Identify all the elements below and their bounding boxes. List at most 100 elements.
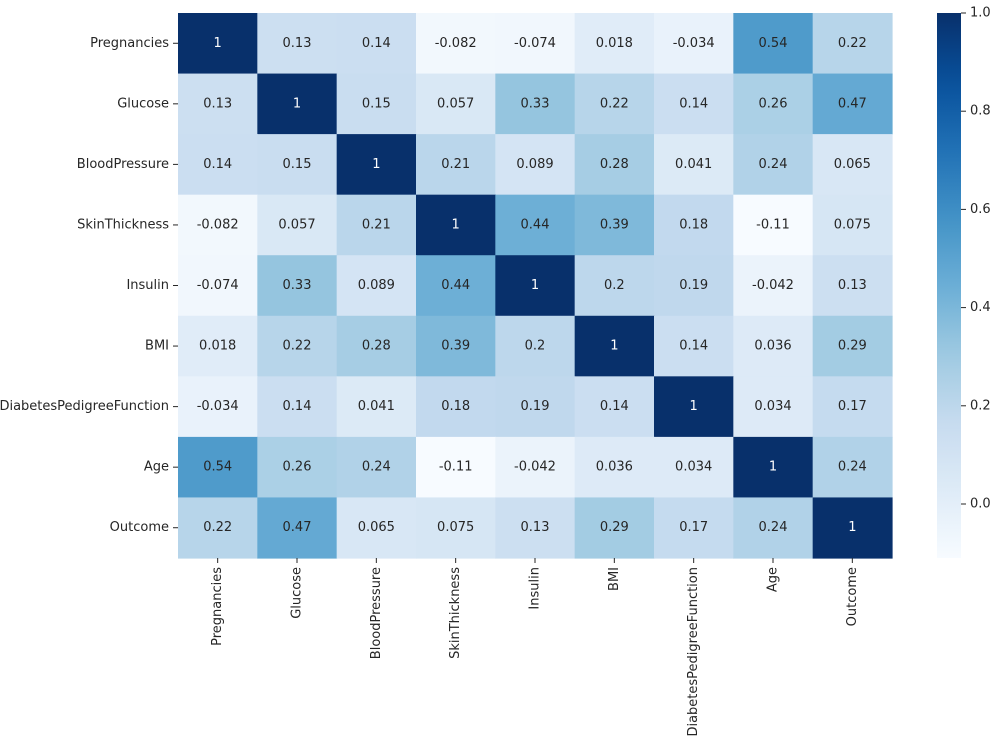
cell-bloodpressure-bloodpressure: [336, 134, 417, 196]
cell-diabetespedigreefunction-diabetespedigreefunction: [654, 376, 734, 438]
cell-label-diabetespedigreefunction-diabetespedigreefunction: 1: [690, 399, 698, 414]
cell-bloodpressure-glucose: [257, 134, 338, 196]
cell-label-insulin-glucose: 0.33: [283, 278, 312, 293]
colorbar-tick-label: 1.0: [970, 6, 991, 21]
cell-label-skinthickness-skinthickness: 1: [452, 217, 460, 232]
cell-label-pregnancies-age: 0.54: [759, 36, 788, 51]
cell-label-glucose-insulin: 0.33: [521, 96, 550, 111]
cell-outcome-outcome: [812, 497, 893, 559]
colorbar-tick-label: 0.4: [970, 300, 991, 315]
cell-label-pregnancies-insulin: -0.074: [514, 36, 556, 51]
cell-skinthickness-pregnancies: [178, 194, 258, 256]
cell-label-skinthickness-bloodpressure: 0.21: [362, 217, 391, 232]
cell-bloodpressure-skinthickness: [416, 134, 496, 196]
cell-label-bloodpressure-outcome: 0.065: [834, 157, 871, 172]
cell-pregnancies-bmi: [574, 13, 655, 75]
heatmap-cells: [178, 13, 893, 559]
cell-label-glucose-diabetespedigreefunction: 0.14: [679, 96, 708, 111]
cell-label-skinthickness-insulin: 0.44: [521, 217, 550, 232]
cell-insulin-outcome: [812, 255, 893, 317]
y-axis: Pregnancies Glucose BloodPressure SkinThick…: [0, 36, 178, 535]
cell-pregnancies-diabetespedigreefunction: [654, 13, 734, 75]
cell-label-age-bmi: 0.036: [596, 460, 633, 475]
cell-bmi-bmi: [574, 315, 655, 377]
cell-outcome-diabetespedigreefunction: [654, 497, 734, 559]
cell-label-age-diabetespedigreefunction: 0.034: [675, 460, 712, 475]
cell-label-insulin-bloodpressure: 0.089: [358, 278, 395, 293]
cell-label-age-bloodpressure: 0.24: [362, 460, 391, 475]
cell-label-diabetespedigreefunction-pregnancies: -0.034: [197, 399, 239, 414]
cell-label-bloodpressure-glucose: 0.15: [283, 157, 312, 172]
cell-diabetespedigreefunction-insulin: [495, 376, 576, 438]
cell-insulin-age: [733, 255, 814, 317]
cell-label-age-glucose: 0.26: [283, 460, 312, 475]
x-tick-label-pregnancies: Pregnancies: [210, 567, 225, 646]
cell-bmi-outcome: [812, 315, 893, 377]
cell-age-bmi: [574, 436, 655, 499]
cell-glucose-age: [733, 73, 814, 135]
cell-outcome-glucose: [257, 497, 338, 559]
cell-label-insulin-pregnancies: -0.074: [197, 278, 239, 293]
cell-skinthickness-glucose: [257, 194, 338, 256]
cell-bmi-age: [733, 315, 814, 377]
cell-label-bmi-skinthickness: 0.39: [441, 339, 470, 354]
cell-outcome-bmi: [574, 497, 655, 559]
cell-outcome-bloodpressure: [336, 497, 417, 559]
colorbar-tick-label: 0.0: [970, 496, 991, 511]
cell-label-pregnancies-bloodpressure: 0.14: [362, 36, 391, 51]
cell-bmi-bloodpressure: [336, 315, 417, 377]
cell-label-pregnancies-skinthickness: -0.082: [435, 36, 477, 51]
cell-age-pregnancies: [178, 436, 258, 499]
cell-label-outcome-skinthickness: 0.075: [437, 520, 474, 535]
cell-pregnancies-insulin: [495, 13, 576, 75]
y-tick-label-insulin: Insulin: [126, 278, 169, 293]
cell-label-glucose-skinthickness: 0.057: [437, 96, 474, 111]
cell-label-bmi-outcome: 0.29: [838, 339, 867, 354]
cell-label-pregnancies-pregnancies: 1: [214, 36, 222, 51]
cell-skinthickness-insulin: [495, 194, 576, 256]
x-tick-label-outcome: Outcome: [845, 567, 860, 626]
x-tick-label-insulin: Insulin: [528, 567, 543, 610]
x-tick-label-diabetespedigreefunction: DiabetesPedigreeFunction: [686, 567, 701, 737]
cell-age-bloodpressure: [336, 436, 417, 499]
cell-skinthickness-age: [733, 194, 814, 256]
cell-label-insulin-age: -0.042: [752, 278, 794, 293]
cell-pregnancies-skinthickness: [416, 13, 496, 75]
cell-insulin-pregnancies: [178, 255, 258, 317]
cell-skinthickness-diabetespedigreefunction: [654, 194, 734, 256]
cell-label-glucose-pregnancies: 0.13: [203, 96, 232, 111]
cell-diabetespedigreefunction-glucose: [257, 376, 338, 438]
cell-label-bloodpressure-diabetespedigreefunction: 0.041: [675, 157, 712, 172]
cell-label-age-outcome: 0.24: [838, 460, 867, 475]
cell-pregnancies-pregnancies: [178, 13, 258, 75]
y-tick-label-pregnancies: Pregnancies: [90, 36, 169, 51]
cell-label-age-insulin: -0.042: [514, 460, 556, 475]
cell-label-age-pregnancies: 0.54: [203, 460, 232, 475]
cell-insulin-glucose: [257, 255, 338, 317]
cell-bloodpressure-age: [733, 134, 814, 196]
cell-pregnancies-glucose: [257, 13, 338, 75]
cell-label-bloodpressure-pregnancies: 0.14: [203, 157, 232, 172]
cell-label-diabetespedigreefunction-insulin: 0.19: [521, 399, 550, 414]
cell-outcome-insulin: [495, 497, 576, 559]
y-tick-label-glucose: Glucose: [117, 96, 169, 111]
x-tick-label-bmi: BMI: [607, 567, 622, 591]
cell-label-outcome-outcome: 1: [848, 520, 856, 535]
cell-bmi-glucose: [257, 315, 338, 377]
cell-label-pregnancies-bmi: 0.018: [596, 36, 633, 51]
cell-label-skinthickness-bmi: 0.39: [600, 217, 629, 232]
cell-insulin-diabetespedigreefunction: [654, 255, 734, 317]
cell-insulin-insulin: [495, 255, 576, 317]
cell-label-outcome-age: 0.24: [759, 520, 788, 535]
cell-label-bloodpressure-skinthickness: 0.21: [441, 157, 470, 172]
cell-bloodpressure-insulin: [495, 134, 576, 196]
cell-label-insulin-outcome: 0.13: [838, 278, 867, 293]
cell-label-bmi-age: 0.036: [754, 339, 791, 354]
cell-outcome-skinthickness: [416, 497, 496, 559]
cell-pregnancies-age: [733, 13, 814, 75]
cell-label-age-skinthickness: -0.11: [439, 460, 473, 475]
cell-label-bmi-pregnancies: 0.018: [199, 339, 236, 354]
cell-label-insulin-skinthickness: 0.44: [441, 278, 470, 293]
cell-skinthickness-outcome: [812, 194, 893, 256]
